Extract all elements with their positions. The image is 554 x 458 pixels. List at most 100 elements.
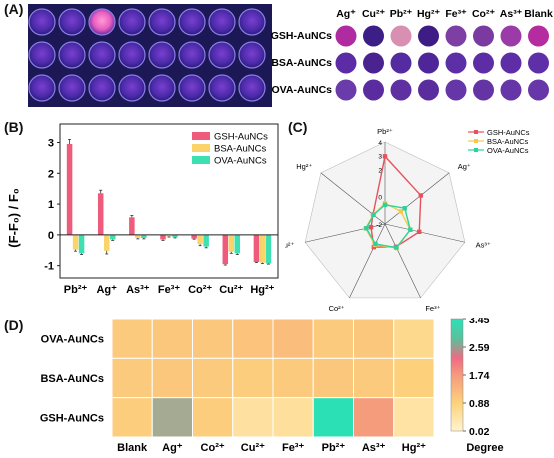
color-swatch — [445, 52, 467, 74]
probe-row-label: GSH-AuNCs — [271, 30, 332, 42]
color-swatch — [363, 79, 384, 101]
bar — [203, 234, 209, 247]
y-tick-label: 2 — [48, 168, 54, 180]
metal-column-label: Blank — [524, 8, 553, 20]
heatmap-cell — [272, 318, 314, 359]
heatmap-col-label: Ag⁺ — [162, 442, 183, 454]
plate-well — [58, 41, 86, 69]
plate-well — [238, 41, 266, 69]
heatmap-col-label: Hg²⁺ — [402, 442, 426, 454]
panel-c-label: (C) — [288, 119, 308, 135]
metal-column-label: Cu²⁺ — [362, 8, 385, 20]
legend-label: BSA-AuNCs — [487, 137, 529, 146]
colorbar-tick-label: 2.59 — [469, 342, 490, 354]
colorbar-tick-label: 0.88 — [469, 398, 490, 410]
bar — [97, 193, 104, 235]
bar — [129, 217, 135, 235]
heatmap-cell — [111, 357, 153, 399]
ring-tick-label: 0 — [378, 195, 382, 202]
radar-axis-label: Fe³⁺ — [425, 304, 440, 313]
ring-tick-label: 4 — [378, 140, 382, 147]
plate-well — [118, 8, 146, 36]
radar-spoke — [384, 172, 450, 225]
legend-label: GSH-AuNCs — [487, 128, 530, 137]
radar-axis-label: As³⁺ — [476, 241, 491, 250]
plate-well — [148, 74, 176, 102]
heatmap-row-label: OVA-AuNCs — [41, 334, 104, 346]
bar — [66, 144, 73, 235]
plate-well — [28, 74, 56, 102]
legend-marker — [474, 130, 478, 134]
radar-point — [398, 209, 404, 214]
color-swatch — [390, 25, 412, 47]
panel-d-heatmap: OVA-AuNCs BSA-AuNCs GSH-AuNCs Blank Ag⁺ Co²⁺ C… — [40, 318, 504, 454]
color-swatch — [363, 52, 384, 74]
heatmap-col-label: Cu²⁺ — [241, 442, 265, 454]
metal-column-label: Fe³⁺ — [445, 8, 467, 20]
panel-c-radar-chart: -2 0 2 3 4 Pb²⁺ Ag⁺ As³⁺ Fe³⁺ Co²⁺ Cu²⁺ Hg²⁺ GSH-A… — [285, 127, 530, 313]
legend-swatch — [192, 156, 210, 164]
panel-a-label: (A) — [4, 1, 24, 17]
legend-label: OVA-AuNCs — [487, 146, 529, 155]
bar — [259, 234, 266, 263]
heatmap-cell — [151, 357, 193, 399]
plate-well — [238, 74, 266, 102]
legend-marker — [474, 148, 478, 152]
colorbar-tick-label: 0.02 — [469, 426, 490, 438]
plate-well — [178, 41, 206, 69]
color-swatch — [473, 79, 494, 101]
metal-column-label: Ag⁺ — [336, 8, 356, 20]
metal-column-label: As³⁺ — [500, 8, 523, 20]
plate-well — [118, 74, 146, 102]
heatmap-cell — [151, 397, 193, 438]
panel-d-label: (D) — [4, 317, 24, 333]
heatmap-cell — [192, 397, 234, 438]
color-swatch — [335, 52, 357, 74]
bar — [166, 234, 172, 237]
ring-tick-label: 3 — [378, 154, 382, 161]
heatmap-col-label: As³⁺ — [362, 442, 386, 454]
plate-well — [28, 8, 56, 36]
y-tick-label: 3 — [48, 137, 54, 149]
radar-point — [364, 226, 369, 231]
x-tick-label: As³⁺ — [126, 284, 150, 296]
plate-well — [178, 74, 206, 102]
x-tick-label: Pb²⁺ — [64, 284, 88, 296]
heatmap-cell — [393, 397, 435, 438]
metal-column-label: Hg²⁺ — [417, 8, 440, 20]
color-swatch — [473, 25, 494, 47]
bar — [103, 234, 110, 251]
heatmap-col-label: Fe³⁺ — [282, 442, 305, 454]
plate-well — [208, 8, 236, 36]
heatmap-cell — [232, 357, 274, 399]
color-swatch — [528, 52, 549, 74]
heatmap-row-label: GSH-AuNCs — [40, 412, 104, 424]
color-swatch — [500, 25, 522, 47]
radar-point — [382, 154, 388, 159]
heatmap-cell — [232, 397, 274, 438]
bar — [78, 234, 85, 254]
radar-point — [373, 241, 378, 247]
heatmap-col-label: Blank — [117, 442, 148, 454]
color-swatch — [500, 52, 522, 74]
color-swatch — [335, 25, 357, 47]
colorbar — [450, 318, 464, 432]
plate-well — [88, 8, 116, 36]
plate-well — [208, 41, 236, 69]
color-swatch — [445, 79, 467, 101]
legend-label: GSH-AuNCs — [214, 132, 268, 143]
bar — [141, 234, 147, 238]
panel-b-label: (B) — [4, 119, 24, 135]
legend-label: OVA-AuNCs — [214, 156, 267, 167]
x-tick-label: Co²⁺ — [188, 284, 212, 296]
heatmap-cell — [151, 318, 193, 359]
metal-column-label: Co²⁺ — [472, 8, 495, 20]
radar-point — [382, 202, 388, 208]
color-swatch — [418, 79, 439, 101]
heatmap-cell — [312, 357, 354, 399]
color-swatch — [390, 79, 412, 101]
color-swatch — [473, 52, 494, 74]
y-tick-label: -1 — [44, 261, 54, 273]
heatmap-cell — [232, 318, 274, 359]
heatmap-cell — [393, 357, 435, 399]
